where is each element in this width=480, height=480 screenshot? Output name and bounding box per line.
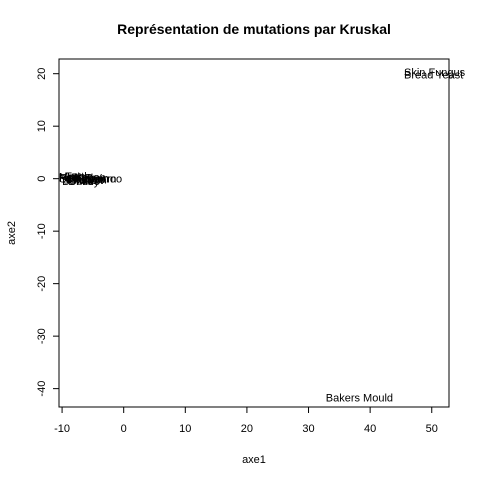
y-axis: -40 -30 -20 -10 0 10 20: [36, 68, 60, 397]
y-tick-label: -30: [36, 328, 48, 344]
point-label: Skin Fungus: [404, 67, 466, 79]
x-tick-label: 30: [302, 423, 314, 435]
x-tick-label: 40: [364, 423, 376, 435]
y-tick-label: 10: [36, 120, 48, 132]
y-tick-label: -20: [36, 276, 48, 292]
point-label: Silkworm: [62, 175, 107, 187]
point-label: Moth: [59, 172, 83, 184]
point-label: Donkey: [62, 176, 100, 188]
point-label: Fruit Fly: [59, 173, 99, 185]
y-tick-label: -40: [36, 381, 48, 397]
point-label: Bread Yeast: [404, 70, 463, 82]
x-axis: -10 0 10 20 30 40 50: [54, 406, 438, 435]
plot-frame: [58, 58, 450, 408]
point-label: Screwworm: [59, 174, 116, 186]
point-label: Penguin: [68, 173, 108, 185]
point-label: Chicken: [65, 174, 105, 186]
x-tick-label: 0: [121, 423, 127, 435]
x-tick-label: 10: [179, 423, 191, 435]
y-tick-label: 0: [36, 176, 48, 182]
point-label: Kangaroo: [74, 174, 122, 186]
chart-title: Représentation de mutations par Kruskal: [117, 21, 391, 37]
point-label: Duck: [68, 176, 94, 188]
x-tick-label: -10: [54, 423, 70, 435]
point-label: Bakers Mould: [326, 393, 393, 405]
x-tick-label: 50: [426, 423, 438, 435]
y-tick-label: 20: [36, 68, 48, 80]
point-label: Rabbit: [71, 175, 103, 187]
x-axis-label: axe1: [242, 454, 266, 466]
point-label: Horse: [59, 172, 88, 184]
point-label: Turtle: [65, 171, 93, 183]
x-tick-label: 20: [241, 423, 253, 435]
point-label: Pigeon: [71, 172, 105, 184]
y-tick-label: -10: [36, 223, 48, 239]
y-axis-label: axe2: [6, 221, 18, 245]
